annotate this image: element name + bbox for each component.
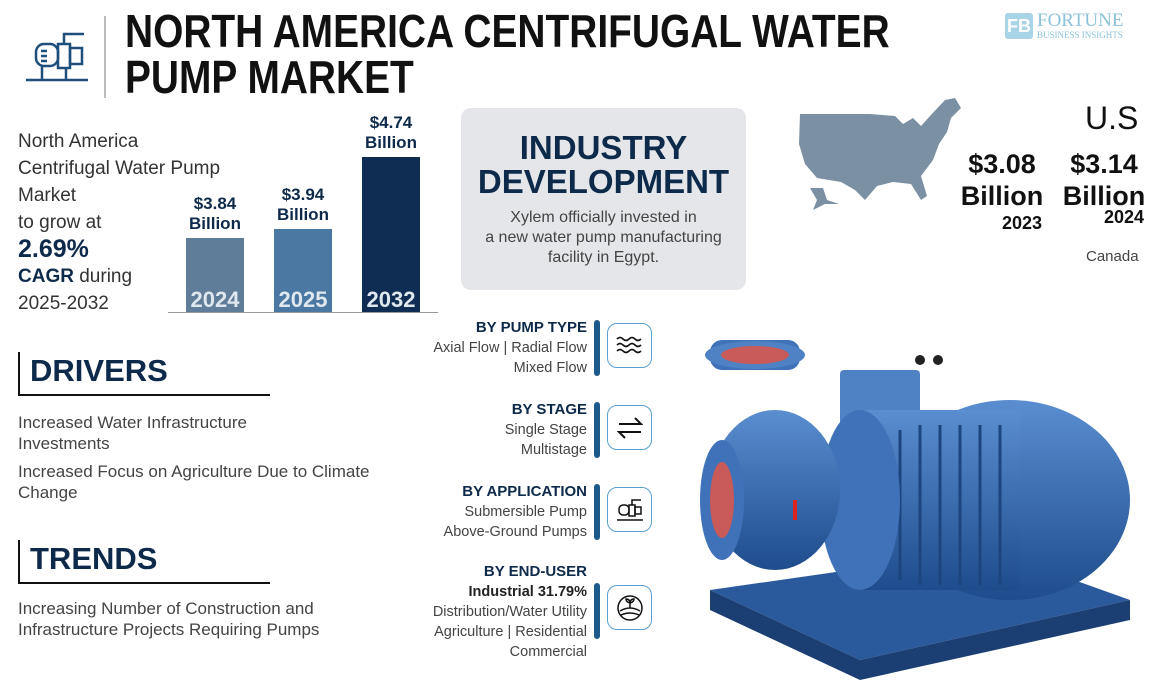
trends-list: Increasing Number of Construction and In…: [18, 598, 338, 647]
pump-logo-icon: [26, 32, 88, 82]
logo-text: FORTUNE: [1037, 10, 1124, 31]
bar-value-label: $3.94 Billion: [277, 184, 329, 224]
driver-item: Increased Focus on Agriculture Due to Cl…: [18, 462, 370, 502]
pump-icon: [607, 487, 652, 532]
us-label: U.S: [1085, 100, 1139, 136]
bar-2032: 2032: [362, 157, 420, 313]
logo-subtext: BUSINESS INSIGHTS: [1037, 30, 1123, 40]
agriculture-icon: [607, 585, 652, 630]
bar-value-label: $3.84 Billion: [189, 193, 241, 233]
segment-application: BY APPLICATION Submersible Pump Above-Grou…: [443, 483, 587, 540]
title-line-1: NORTH AMERICA CENTRIFUGAL WATER: [125, 5, 890, 57]
segment-stage: BY STAGE Single Stage Multistage: [504, 401, 587, 458]
driver-item: Increased Water Infrastructure Investmen…: [18, 413, 247, 453]
bar-2024: 2024: [186, 237, 244, 313]
bar-year-label: 2025: [278, 286, 328, 312]
waves-icon: [607, 323, 652, 368]
cagr-value: 2.69%: [18, 235, 89, 263]
industry-title: INDUSTRY DEVELOPMENT: [477, 129, 730, 200]
growth-summary: North America Centrifugal Water Pump Marke…: [18, 131, 221, 314]
bar-2025: 2025: [274, 228, 332, 313]
segment-bar: [594, 583, 600, 639]
bar-value-label: $4.74 Billion: [365, 113, 417, 153]
canada-label: Canada: [1086, 248, 1139, 265]
segment-bar: [594, 320, 600, 376]
header-divider: [104, 16, 106, 98]
industry-development-card: INDUSTRY DEVELOPMENT Xylem officially inv…: [461, 108, 746, 290]
us-map: [799, 98, 961, 210]
chart-baseline: [168, 312, 438, 313]
centrifugal-pump-image: [700, 340, 1130, 680]
us-value-2023: $3.08 Billion 2023: [960, 149, 1044, 233]
segment-bar: [594, 484, 600, 540]
bar-year-label: 2032: [366, 286, 416, 312]
trend-item: Increasing Number of Construction and In…: [18, 599, 320, 639]
bar-year-label: 2024: [190, 286, 240, 312]
us-value-2024: $3.14 Billion 2024: [1062, 149, 1146, 227]
drivers-heading: DRIVERS: [18, 352, 270, 396]
drivers-list: Increased Water Infrastructure Investmen…: [18, 412, 398, 510]
trends-heading: TRENDS: [18, 540, 270, 584]
title-line-2: PUMP MARKET: [125, 51, 414, 103]
brand-logo: FB FORTUNE BUSINESS INSIGHTS: [1005, 10, 1124, 40]
market-bar-chart: 2024 $3.84 Billion 2025 $3.94 Billion 2032 $4.7…: [0, 0, 460, 320]
segment-pump-type: BY PUMP TYPE Axial Flow | Radial Flow Mixe…: [433, 319, 587, 376]
segment-bar: [594, 402, 600, 458]
logo-mark: FB: [1005, 13, 1033, 39]
segment-end-user: BY END-USER Industrial 31.79% Distribution…: [432, 563, 587, 660]
industry-text: Xylem officially invested in a new water …: [485, 209, 722, 266]
page-title: NORTH AMERICA CENTRIFUGAL WATER PUMP MARK…: [125, 8, 890, 100]
exchange-arrows-icon: [607, 405, 652, 450]
